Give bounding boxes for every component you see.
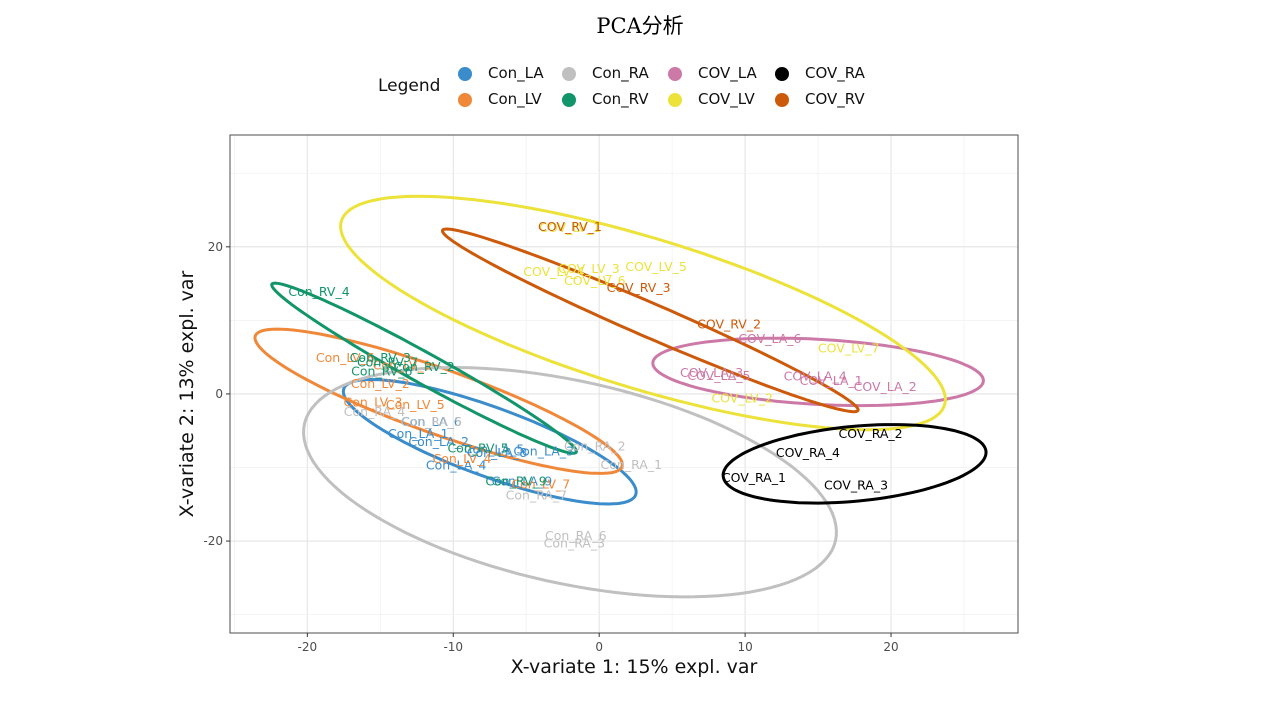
legend-label: COV_LV — [698, 90, 755, 108]
ellipse-con-ra — [302, 365, 838, 599]
point-label: Con_RA_2 — [564, 438, 625, 453]
point-label: COV_LV_3 — [558, 261, 620, 276]
point-label: COV_LV_7 — [818, 341, 880, 356]
x-tick-label: 10 — [737, 640, 752, 654]
point-label: Con_RV_9 — [485, 474, 546, 489]
point-label: COV_LA_2 — [854, 379, 917, 394]
point-label: COV_RV_2 — [697, 316, 761, 331]
axes: -20 -10 0 10 20 -20 0 20 X-variate 1: 15% expl. … — [176, 240, 899, 678]
ellipse-con-rv — [270, 281, 578, 455]
point-label: COV_LV_1 — [539, 220, 601, 235]
point-label: Con_LA_8 — [467, 445, 528, 460]
legend-dot-icon — [562, 93, 576, 107]
point-label: Con_LA_5 — [464, 441, 525, 456]
legend-dot-icon — [668, 67, 682, 81]
legend-label: Con_RV — [592, 90, 649, 108]
y-axis-title: X-variate 2: 13% expl. var — [176, 270, 198, 517]
point-label: Con_LA_2 — [408, 434, 469, 449]
legend-label: COV_LA — [698, 64, 757, 82]
point-label: COV_LA_4 — [784, 369, 847, 384]
point-label: Con_LV_7 — [511, 477, 570, 492]
chart-title: PCA分析 — [596, 14, 684, 38]
legend-dot-icon — [458, 93, 472, 107]
point-label: COV_RV_3 — [607, 280, 671, 295]
point-label: COV_RA_2 — [839, 426, 903, 441]
point-label: Con_LA_1 — [388, 426, 449, 441]
ellipse-cov-lv — [339, 194, 947, 432]
point-label: Con_RV_6 — [351, 363, 412, 378]
point-label: COV_LA_6 — [738, 331, 801, 346]
ellipse-cov-rv — [440, 227, 860, 414]
grid-lines — [230, 135, 1018, 633]
point-label: Con_LV_5 — [386, 397, 445, 412]
point-label: Con_LA_3 — [513, 444, 574, 459]
point-label: Con_LA_4 — [426, 458, 487, 473]
x-tick-label: 20 — [883, 640, 898, 654]
point-label: Con_RV_2 — [393, 359, 454, 374]
y-tick-label: -20 — [203, 534, 223, 548]
point-label: COV_RA_1 — [722, 470, 786, 485]
point-label: COV_LA_3 — [680, 365, 743, 380]
point-label: COV_RA_4 — [776, 445, 840, 460]
legend-label: Con_RA — [592, 64, 649, 82]
point-label: Con_LV_2 — [351, 376, 410, 391]
point-label: COV_LA_5 — [687, 368, 750, 383]
plot-border — [229, 134, 1019, 634]
point-label: Con_RV_7 — [357, 355, 418, 370]
point-label: COV_LA_1 — [800, 373, 863, 388]
point-label: Con_LV_6 — [316, 350, 375, 365]
legend-title: Legend — [378, 76, 441, 96]
point-label: Con_RA_7 — [506, 488, 567, 503]
point-label: Con_RV_3 — [350, 350, 411, 365]
legend-dot-icon — [775, 93, 789, 107]
y-tick-label: 20 — [208, 240, 223, 254]
point-label: COV_LV_4 — [523, 264, 585, 279]
legend-dot-icon — [458, 67, 472, 81]
y-tick-label: 0 — [215, 387, 223, 401]
legend-label: COV_RV — [805, 90, 865, 108]
x-tick-label: 0 — [595, 640, 603, 654]
point-label: Con_RA_5 — [401, 414, 462, 429]
legend-label: Con_LA — [488, 64, 544, 82]
point-label: COV_LV_6 — [564, 273, 626, 288]
legend-dot-icon — [775, 67, 789, 81]
legend-label: COV_RA — [805, 64, 865, 82]
point-label: Con_RA_4 — [344, 404, 406, 419]
point-label: Con_RV_4 — [288, 284, 349, 299]
point-label: COV_RA_3 — [824, 477, 888, 492]
legend-dot-icon — [668, 93, 682, 107]
point-label: Con_LA_6 — [401, 414, 462, 429]
point-label: COV_LV_2 — [711, 391, 773, 406]
point-label: Con_LV_3 — [344, 394, 403, 409]
plot-panel — [230, 135, 1018, 633]
point-label: Con_RV_5 — [447, 441, 508, 456]
ellipse-cov-ra — [721, 423, 988, 505]
legend-dot-icon — [562, 67, 576, 81]
point-label: Con_LV_4 — [433, 451, 492, 466]
x-axis-title: X-variate 1: 15% expl. var — [511, 656, 758, 678]
point-label: Con_LA_9 — [492, 474, 553, 489]
point-label: Con_LV_1 — [373, 358, 432, 373]
point-label: Con_RA_3 — [544, 536, 605, 551]
x-tick-label: -20 — [298, 640, 318, 654]
point-label: Con_RA_6 — [545, 528, 607, 543]
point-label: COV_LV_5 — [625, 259, 687, 274]
x-tick-label: -10 — [443, 640, 463, 654]
confidence-ellipses — [253, 194, 988, 599]
ellipse-con-lv — [253, 327, 624, 475]
point-label: COV_RV_1 — [538, 219, 602, 234]
legend-label: Con_LV — [488, 90, 542, 108]
point-label: Con_RA_1 — [601, 457, 662, 472]
